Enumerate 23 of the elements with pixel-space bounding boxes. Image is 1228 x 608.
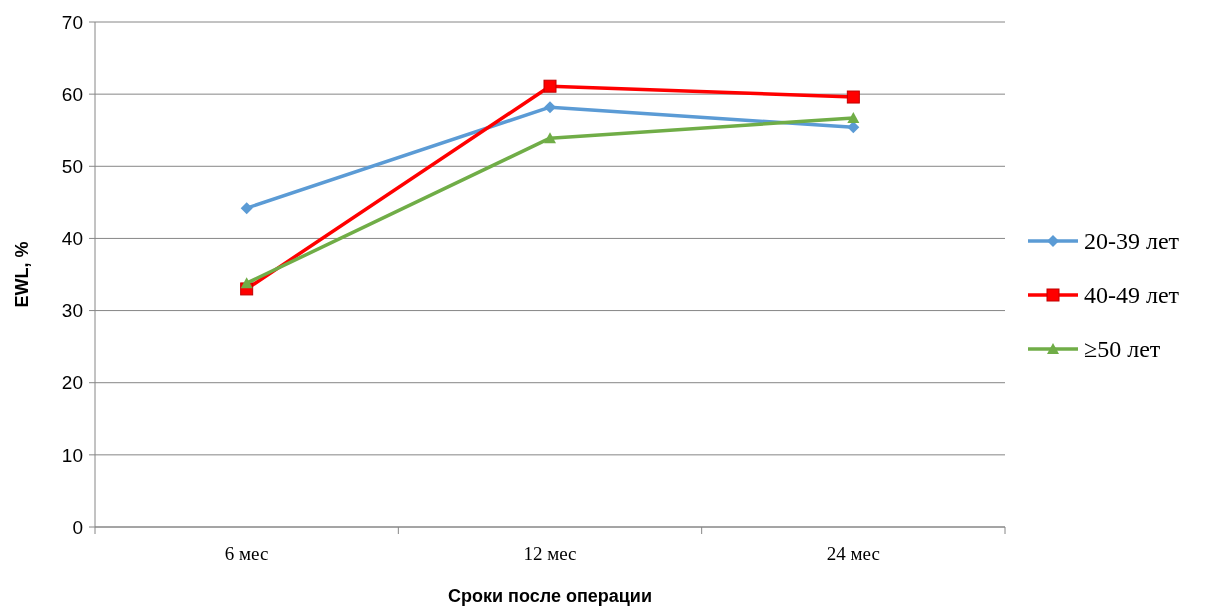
point [544, 132, 556, 144]
y-tick-label: 70 [61, 11, 83, 33]
point [543, 79, 557, 93]
y-axis-title: EWL, % [12, 241, 32, 308]
x-tick-label: 6 мес [224, 543, 269, 564]
x-tick-label: 12 мес [523, 543, 577, 564]
point [846, 90, 860, 104]
legend-label: 40-49 лет [1084, 282, 1180, 309]
point [847, 111, 860, 123]
y-tick-label: 60 [61, 83, 83, 105]
point [240, 277, 253, 289]
y-tick-label: 30 [61, 300, 83, 322]
x-axis-title: Сроки после операции [448, 586, 652, 606]
legend-label: 20-39 лет [1084, 228, 1180, 255]
y-tick-label: 10 [61, 444, 83, 466]
y-tick-label: 50 [61, 155, 83, 177]
x-tick-label: 24 мес [826, 543, 880, 564]
y-tick-label: 20 [61, 372, 83, 394]
y-tick-label: 0 [72, 516, 83, 538]
y-tick-label: 40 [61, 228, 83, 250]
point [544, 101, 556, 114]
point [240, 202, 253, 215]
legend-label: ≥50 лет [1084, 336, 1161, 363]
